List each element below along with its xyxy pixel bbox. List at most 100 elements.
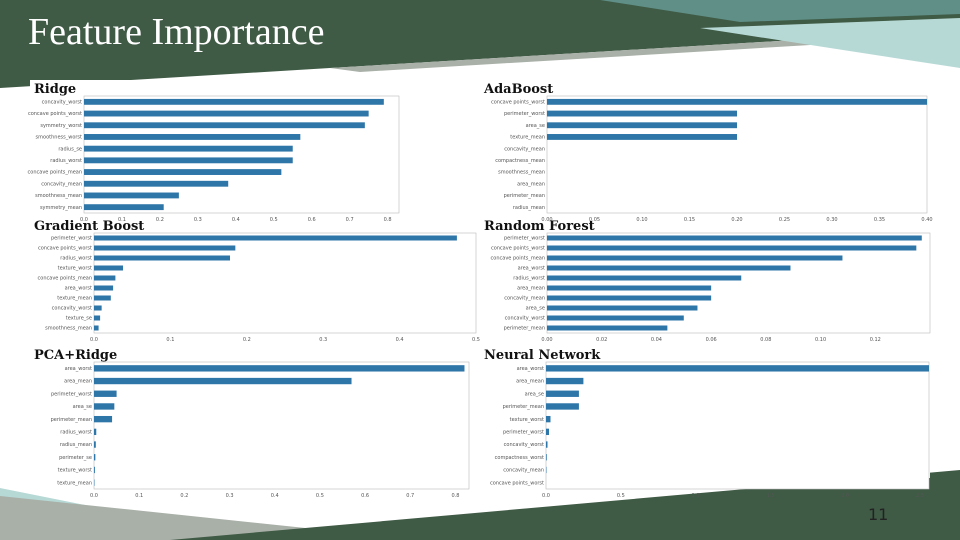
bar <box>84 98 384 105</box>
bar <box>94 305 102 311</box>
bar <box>546 365 929 372</box>
category-label: perimeter_mean <box>504 326 545 332</box>
x-tick-label: 0.0 <box>90 337 98 343</box>
x-tick-label: 0.00 <box>541 337 552 343</box>
x-tick-label: 0.3 <box>194 217 202 223</box>
chart-title: Gradient Boost <box>34 219 144 234</box>
category-label: smoothness_worst <box>36 135 82 141</box>
category-label: concavity_worst <box>52 306 92 312</box>
bar <box>94 325 99 331</box>
x-tick-label: 0.04 <box>651 337 662 343</box>
category-label: radius_mean <box>513 205 545 211</box>
category-label: smoothness_mean <box>498 170 545 176</box>
chart-panel-1: AdaBoost concave points_worst perimeter_wo… <box>483 82 933 223</box>
bar <box>547 110 737 117</box>
category-label: perimeter_mean <box>503 404 544 410</box>
category-label: radius_worst <box>60 256 92 262</box>
bar <box>546 377 584 385</box>
x-tick-label: 0.12 <box>870 337 881 343</box>
bar <box>547 315 684 321</box>
category-label: texture_worst <box>58 468 92 474</box>
category-label: area_mean <box>64 379 92 385</box>
x-tick-label: 0.5 <box>617 493 625 499</box>
x-tick-label: 0.5 <box>316 493 324 499</box>
bar <box>84 204 164 211</box>
bar <box>546 403 579 410</box>
x-tick-label: 0.2 <box>156 217 164 223</box>
bar <box>547 265 791 271</box>
slide-title: Feature Importance <box>28 11 325 53</box>
x-tick-label: 0.8 <box>384 217 392 223</box>
category-label: radius_se <box>58 146 82 152</box>
bar <box>94 377 352 385</box>
bar <box>547 275 742 281</box>
bar <box>547 245 917 251</box>
chart-title: PCA+Ridge <box>34 348 117 363</box>
x-tick-label: 0.5 <box>270 217 278 223</box>
bar <box>94 441 96 448</box>
bar <box>546 428 549 436</box>
category-label: concave points_worst <box>491 99 545 105</box>
bar <box>94 255 230 261</box>
x-tick-label: 0.05 <box>589 217 600 223</box>
category-label: area_se <box>525 391 544 397</box>
bar <box>547 98 927 105</box>
bar <box>94 390 117 397</box>
category-label: area_worst <box>517 366 544 372</box>
chart-panel-4: PCA+Ridge area_worst area_mean perimeter_wo… <box>34 348 470 499</box>
x-tick-label: 0.7 <box>406 493 414 499</box>
category-label: smoothness_mean <box>35 193 82 199</box>
category-label: compactness_mean <box>495 158 545 164</box>
x-tick-label: 0.7 <box>346 217 354 223</box>
category-label: perimeter_worst <box>504 236 545 242</box>
bar <box>94 235 457 241</box>
x-tick-label: 0.10 <box>636 217 647 223</box>
x-tick-label: 0.4 <box>271 493 279 499</box>
category-label: texture_se <box>66 316 92 322</box>
category-label: concavity_mean <box>41 181 82 187</box>
x-tick-label: 0.06 <box>706 337 717 343</box>
category-label: concavity_mean <box>504 296 545 302</box>
bar <box>84 180 229 187</box>
x-tick-label: 0.10 <box>815 337 826 343</box>
category-label: area_se <box>73 404 92 410</box>
bar <box>547 235 922 241</box>
x-tick-label: 0.20 <box>731 217 742 223</box>
bar <box>547 285 712 291</box>
chart-title: AdaBoost <box>483 82 553 97</box>
x-tick-label: 0.2 <box>243 337 251 343</box>
bar <box>94 265 124 271</box>
x-tick-label: 0.6 <box>308 217 316 223</box>
bar <box>547 325 668 331</box>
x-tick-label: 0.4 <box>232 217 240 223</box>
bar <box>94 285 114 291</box>
bar <box>546 441 548 448</box>
x-tick-label: 0.2 <box>180 493 188 499</box>
category-label: concavity_worst <box>42 99 82 105</box>
x-tick-label: 0.8 <box>451 493 459 499</box>
category-label: area_mean <box>517 286 545 292</box>
category-label: symmetry_worst <box>40 123 82 129</box>
x-tick-label: 0.3 <box>319 337 327 343</box>
category-label: area_worst <box>65 366 92 372</box>
category-label: texture_mean <box>57 480 92 486</box>
bar <box>546 390 579 397</box>
category-label: radius_worst <box>50 158 82 164</box>
x-tick-label: 0.1 <box>118 217 126 223</box>
bar <box>547 305 698 311</box>
category-label: area_se <box>526 306 545 312</box>
category-label: perimeter_worst <box>51 236 92 242</box>
x-tick-label: 0.35 <box>874 217 885 223</box>
bar <box>547 134 737 140</box>
x-tick-label: 0.3 <box>226 493 234 499</box>
bar <box>94 295 111 301</box>
bar <box>94 365 465 372</box>
x-tick-label: 0.0 <box>542 493 550 499</box>
page-number: 11 <box>868 505 889 524</box>
bar <box>547 255 843 261</box>
category-label: perimeter_worst <box>504 111 545 117</box>
category-label: smoothness_mean <box>45 326 92 332</box>
